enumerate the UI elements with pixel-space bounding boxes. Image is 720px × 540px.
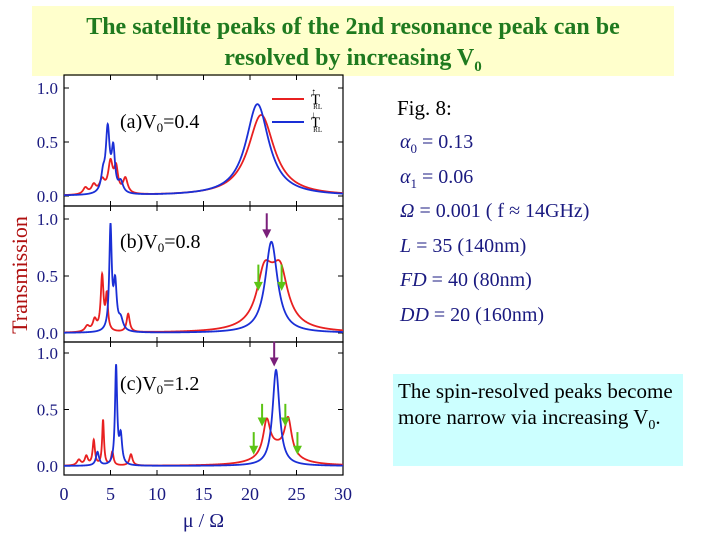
- y-tick-label: 0.0: [37, 324, 58, 343]
- y-axis-title: Transmission: [7, 216, 32, 334]
- legend-name: T: [311, 92, 320, 108]
- panel-label: (a)V0=0.4: [120, 111, 199, 135]
- x-tick-label: 0: [60, 484, 69, 504]
- legend-sup: ↓: [311, 110, 316, 121]
- param-row: DD = 20 (160nm): [400, 298, 660, 333]
- panel-label-prefix: (b)V: [120, 231, 158, 253]
- note-text-suffix: .: [655, 405, 661, 429]
- panel-label-sub: 0: [158, 240, 165, 255]
- green-arrow-head: [257, 417, 267, 427]
- legend-name: T: [311, 115, 320, 131]
- y-tick-label: 0.0: [37, 457, 58, 476]
- param-row: FD = 40 (80nm): [400, 263, 660, 298]
- panel-label-suffix: =0.4: [163, 111, 199, 133]
- panel-b: 1.0 0.5 0.0 (b)V0=0.8: [37, 205, 344, 343]
- param-sub: 1: [410, 175, 418, 191]
- y-tick-label: 0.5: [37, 401, 58, 420]
- purple-arrow-head: [262, 229, 272, 239]
- param-symbol: FD: [400, 269, 427, 291]
- x-tick-label: 10: [148, 484, 166, 504]
- param-symbol: L: [400, 234, 412, 257]
- param-sub: 0: [410, 141, 418, 156]
- legend: T↑ RLT↓ RL: [272, 87, 322, 134]
- y-tick-label: 0.0: [37, 187, 58, 206]
- series-up-curve: [64, 259, 344, 334]
- legend-sub: RL: [313, 103, 322, 111]
- note-text-sub: 0: [648, 418, 656, 434]
- y-tick-label: 1.0: [37, 210, 58, 229]
- transmission-chart: 1.00.50.0(a)V0=0.41.00.50.0(b)V0=0.81.00…: [7, 74, 352, 532]
- param-row: L = 35 (140nm): [400, 229, 660, 264]
- figure-label: Fig. 8:: [397, 96, 452, 120]
- panel-label-suffix: =1.2: [163, 373, 199, 395]
- series-up-curve: [63, 415, 344, 467]
- legend-label: T↑ RL: [311, 87, 322, 111]
- green-arrow-head: [253, 281, 263, 291]
- param-value: = 0.13: [417, 131, 474, 153]
- series-down-curve: [64, 364, 343, 467]
- x-axis-title: μ / Ω: [183, 510, 224, 532]
- x-tick-label: 5: [106, 484, 115, 504]
- y-tick-label: 1.0: [37, 79, 58, 98]
- series-down-curve: [64, 103, 344, 197]
- param-value: = 20 (160nm): [428, 303, 545, 326]
- x-tick-label: 30: [334, 484, 352, 504]
- panel-label-suffix: =0.8: [164, 231, 200, 253]
- green-arrow-head: [280, 417, 290, 427]
- title-line-1: The satellite peaks of the 2nd resonance…: [86, 14, 620, 40]
- param-symbol: α: [400, 131, 411, 153]
- x-tick-label: 25: [288, 484, 306, 504]
- legend-label: T↓ RL: [311, 110, 322, 134]
- title-line-2-text: resolved by increasing V: [224, 45, 475, 71]
- param-row: Ω = 0.001 ( f ≈ 14GHz): [400, 194, 660, 229]
- series-down-curve: [64, 222, 344, 334]
- y-tick-label: 0.5: [37, 133, 58, 152]
- green-arrow-head: [292, 445, 302, 455]
- panel-label-prefix: (c)V: [120, 373, 157, 395]
- y-tick-label: 1.0: [37, 344, 58, 363]
- legend-sup: ↑: [311, 87, 316, 98]
- panel-label-sub: 0: [157, 120, 164, 135]
- param-value: = 0.001 ( f ≈ 14GHz): [414, 200, 590, 222]
- param-row: α0 = 0.13: [400, 125, 660, 160]
- slide-title: The satellite peaks of the 2nd resonance…: [32, 6, 674, 76]
- green-arrow-head: [249, 445, 259, 455]
- panel-label-prefix: (a)V: [120, 111, 157, 133]
- panel-label: (c)V0=1.2: [120, 373, 199, 397]
- param-value: = 35 (140nm): [411, 234, 527, 257]
- x-tick-label: 20: [241, 484, 259, 504]
- param-value: = 0.06: [417, 165, 474, 188]
- panel-label: (b)V0=0.8: [120, 231, 201, 255]
- legend-sub: RL: [313, 126, 322, 134]
- title-line-2: resolved by increasing V0: [32, 43, 674, 83]
- note-box: The spin-resolved peaks become more narr…: [393, 374, 683, 466]
- param-symbol: α: [400, 165, 411, 188]
- parameter-list: Fig. 8: α0 = 0.13 α1 = 0.06 Ω = 0.001 ( f …: [397, 96, 660, 333]
- param-symbol: Ω: [400, 200, 415, 222]
- note-text: The spin-resolved peaks become more narr…: [398, 379, 673, 429]
- panel-c: 1.0 0.5 0.0 (c)V0=1.2: [37, 341, 344, 476]
- purple-arrow-head: [269, 357, 279, 367]
- panel-label-sub: 0: [157, 382, 164, 397]
- param-row: α1 = 0.06: [400, 160, 660, 195]
- panel-a: 1.0 0.5 0.0 (a)V0=0.4: [37, 74, 344, 207]
- title-line-2-sub: 0: [474, 58, 482, 75]
- param-symbol: DD: [400, 303, 429, 326]
- param-value: = 40 (80nm): [426, 269, 532, 291]
- green-arrow-head: [277, 281, 287, 291]
- y-tick-label: 0.5: [37, 267, 58, 286]
- x-tick-label: 15: [195, 484, 213, 504]
